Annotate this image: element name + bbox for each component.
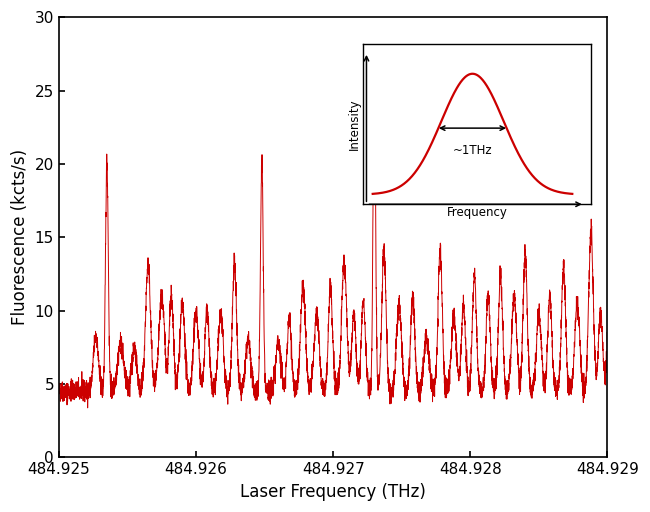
Y-axis label: Fluorescence (kcts/s): Fluorescence (kcts/s) — [11, 149, 29, 325]
X-axis label: Laser Frequency (THz): Laser Frequency (THz) — [240, 483, 426, 501]
